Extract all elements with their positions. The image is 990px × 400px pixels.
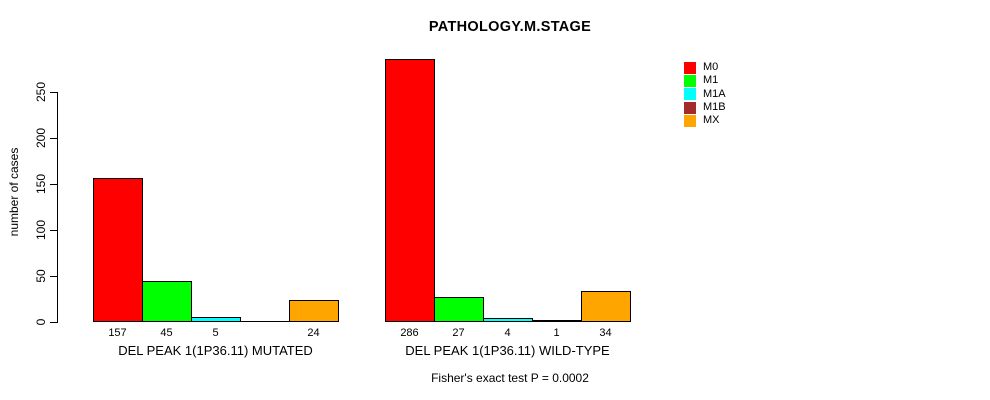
y-axis-tick [50,276,57,277]
y-axis-tick-label: 200 [34,127,48,149]
bar-value-mx-group1: 24 [307,327,320,339]
group-label-2: DEL PEAK 1(1P36.11) WILD-TYPE [405,343,610,358]
legend-label-m0: M0 [703,61,719,74]
legend-item-m1b: M1B [684,101,726,114]
legend-label-m1a: M1A [703,87,726,100]
legend-item-mx: MX [684,114,726,127]
y-axis-tick-label: 0 [34,318,48,326]
bar-m1b-group2 [532,320,582,322]
bar-value-m1-group2: 27 [452,327,465,339]
legend-item-m1a: M1A [684,88,726,101]
bar-value-m1a-group1: 5 [212,327,219,339]
y-axis-tick [50,322,57,323]
bar-value-mx-group2: 34 [599,327,612,339]
bar-mx-group1 [289,300,339,322]
bar-value-m1b-group2: 1 [553,327,560,339]
bar-m1a-group2 [483,318,533,322]
legend-swatch-m1a [684,88,696,101]
bar-value-m1-group1: 45 [160,327,173,339]
legend-swatch-m1 [684,74,696,87]
chart-title: PATHOLOGY.M.STAGE [428,19,592,35]
y-axis-tick [50,92,57,93]
legend-swatch-m0 [684,61,696,74]
bar-m0-group2 [385,59,435,322]
annotation-text: Fisher's exact test P = 0.0002 [431,371,589,385]
y-axis-tick-label: 100 [34,219,48,241]
bar-value-m0-group2: 286 [400,327,419,339]
legend: M0 M1 M1A M1B MX [684,61,726,127]
legend-label-m1b: M1B [703,101,726,114]
y-axis-line [57,92,58,323]
bar-mx-group2 [581,291,631,322]
bar-m1a-group1 [191,317,241,322]
legend-item-m0: M0 [684,61,726,74]
y-axis-tick [50,138,57,139]
bar-m1b-group1 [240,321,290,322]
group-label-1: DEL PEAK 1(1P36.11) MUTATED [118,343,313,358]
y-axis-tick-label: 150 [34,173,48,195]
legend-swatch-m1b [684,101,696,114]
bar-m0-group1 [93,178,143,322]
bar-value-m0-group1: 157 [108,327,127,339]
bar-m1-group1 [142,281,192,322]
bar-value-m1a-group2: 4 [504,327,511,339]
y-axis-tick [50,230,57,231]
legend-label-m1: M1 [703,74,719,87]
legend-label-mx: MX [703,114,720,127]
y-axis-tick-label: 250 [34,81,48,103]
legend-swatch-mx [684,114,696,127]
legend-item-m1: M1 [684,74,726,87]
bar-m1-group2 [434,297,484,322]
y-axis-label: number of cases [7,147,21,237]
y-axis-tick-label: 50 [34,269,48,283]
y-axis-tick [50,184,57,185]
